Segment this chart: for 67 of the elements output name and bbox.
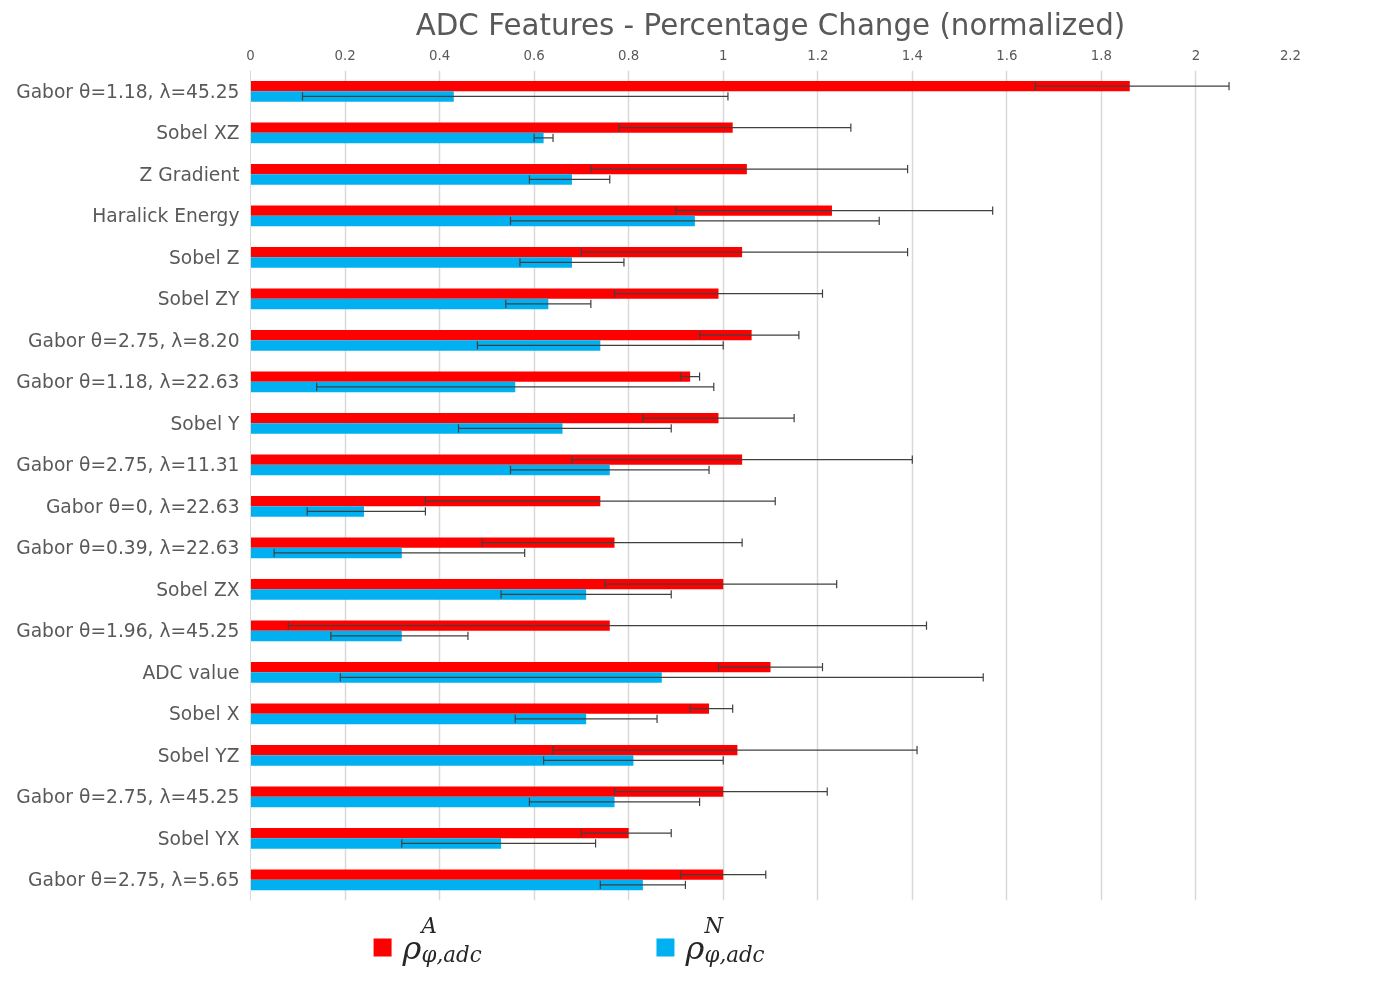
- bar: [250, 163, 747, 175]
- bar: [250, 879, 643, 891]
- bar: [250, 506, 364, 517]
- bar: [250, 340, 601, 351]
- y-tick-label: Gabor θ=0.39, λ=22.63: [16, 537, 240, 559]
- bar: [250, 827, 629, 839]
- bar: [250, 132, 544, 144]
- bar: [250, 713, 587, 725]
- y-tick-label: Gabor θ=1.18, λ=45.25: [16, 80, 240, 102]
- chart-title: ADC Features - Percentage Change (normalized): [415, 7, 1126, 42]
- x-tick-label: 0: [246, 47, 255, 63]
- bar: [250, 246, 743, 258]
- x-tick-label: 0.6: [523, 47, 545, 63]
- y-tick-label: ADC value: [142, 661, 240, 683]
- bar: [250, 703, 710, 714]
- bar: [250, 838, 502, 849]
- y-tick-label: Gabor θ=1.96, λ=45.25: [16, 620, 240, 642]
- bar: [250, 329, 752, 341]
- bar: [250, 80, 1130, 92]
- bar: [250, 589, 587, 600]
- y-tick-label: Haralick Energy: [92, 205, 240, 227]
- x-tick-label: 0.8: [618, 47, 640, 63]
- bar: [250, 464, 610, 476]
- x-tick-label: 1.2: [807, 47, 829, 63]
- bar: [250, 174, 572, 185]
- bar: [250, 537, 615, 548]
- bar: [250, 298, 549, 310]
- y-tick-label: Gabor θ=1.18, λ=22.63: [16, 371, 240, 393]
- bar: [250, 454, 743, 465]
- x-tick-label: 1.4: [901, 47, 923, 63]
- bar: [250, 620, 610, 631]
- bar: [250, 786, 724, 797]
- y-tick-label: Gabor θ=0, λ=22.63: [45, 495, 240, 517]
- y-tick-label: Gabor θ=2.75, λ=8.20: [28, 329, 240, 351]
- bar: [250, 661, 771, 673]
- y-tick-label: Sobel X: [169, 703, 240, 725]
- x-tick-label: 0.2: [334, 47, 356, 63]
- y-tick-label: Sobel ZY: [157, 288, 241, 310]
- bar: [250, 205, 832, 216]
- bar: [250, 122, 733, 133]
- x-tick-label: 2: [1191, 47, 1201, 63]
- bar: [250, 796, 615, 808]
- bar: [250, 755, 634, 766]
- y-tick-label: Gabor θ=2.75, λ=45.25: [16, 786, 240, 808]
- y-tick-label: Sobel YZ: [157, 744, 240, 766]
- x-tick-label: 1.6: [996, 47, 1018, 63]
- bar: [250, 288, 719, 299]
- y-tick-label: Sobel Y: [170, 412, 241, 434]
- bar: [250, 869, 724, 880]
- bar: [250, 91, 454, 102]
- x-tick-label: 1: [718, 47, 728, 63]
- bar: [250, 672, 662, 683]
- y-tick-label: Z Gradient: [139, 163, 240, 185]
- x-tick-label: 1.8: [1090, 47, 1113, 63]
- y-tick-label: Gabor θ=2.75, λ=5.65: [28, 869, 240, 891]
- y-tick-label: Sobel ZX: [156, 578, 240, 600]
- y-tick-label: Sobel Z: [169, 246, 240, 268]
- y-tick-label: Sobel XZ: [156, 122, 240, 144]
- bar: [250, 257, 572, 268]
- y-tick-label: Gabor θ=2.75, λ=11.31: [16, 454, 240, 476]
- x-tick-label: 2.2: [1279, 47, 1302, 63]
- bar: [250, 412, 719, 424]
- bar: [250, 578, 724, 590]
- bar: [250, 371, 691, 382]
- bar: [250, 423, 563, 434]
- y-tick-label: Sobel YX: [157, 827, 240, 849]
- x-tick-label: 0.4: [428, 47, 451, 63]
